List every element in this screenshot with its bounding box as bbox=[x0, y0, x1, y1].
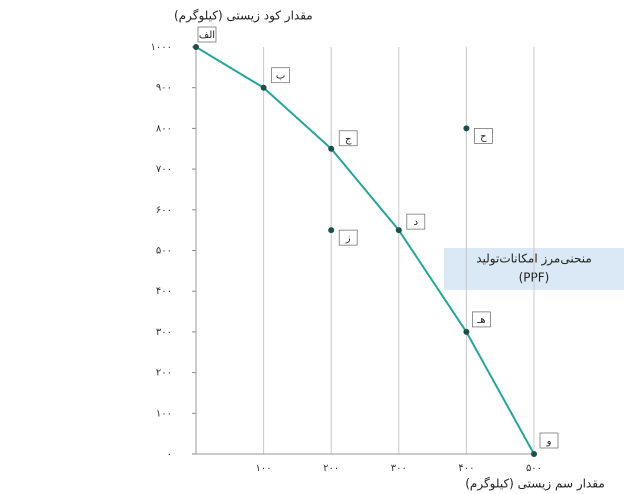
extra-point bbox=[328, 227, 335, 234]
point-label: ب bbox=[276, 71, 285, 82]
point-label-box bbox=[539, 432, 559, 449]
point-label-box bbox=[471, 311, 491, 328]
point-label: الف bbox=[199, 30, 215, 41]
point-label-box bbox=[406, 213, 426, 230]
point bbox=[193, 44, 199, 50]
point-label: د bbox=[414, 217, 418, 228]
ppf-curve bbox=[195, 46, 535, 455]
point-label-box bbox=[338, 130, 358, 147]
point bbox=[260, 84, 267, 91]
point-label-box bbox=[473, 127, 493, 144]
y-tick-label: ۷۰۰ bbox=[156, 164, 172, 175]
point-label-box bbox=[271, 67, 291, 84]
y-tick-label: ۸۰۰ bbox=[156, 123, 172, 134]
x-axis-title: مقدار سم زیستی (کیلوگرم) bbox=[465, 477, 605, 492]
point-label: ح bbox=[480, 131, 487, 142]
point-label-box bbox=[197, 26, 217, 43]
point bbox=[531, 451, 537, 457]
point-label: و bbox=[546, 436, 552, 447]
point-label-box bbox=[338, 229, 358, 246]
y-tick-label: ۰ bbox=[167, 449, 172, 460]
y-tick-label: ۱۰۰ bbox=[156, 408, 172, 419]
x-tick-label: ۳۰۰ bbox=[391, 463, 407, 474]
y-tick-label: ۶۰۰ bbox=[156, 205, 172, 216]
x-tick-label: ۵۰۰ bbox=[526, 463, 542, 474]
point-label: هـ bbox=[476, 315, 485, 326]
x-tick-label: ۴۰۰ bbox=[458, 463, 474, 474]
y-tick-label: ۲۰۰ bbox=[156, 368, 172, 379]
point-label: ز bbox=[345, 233, 351, 244]
y-tick-label: ۹۰۰ bbox=[156, 83, 172, 94]
y-tick-label: ۳۰۰ bbox=[156, 327, 172, 338]
point-label: ج bbox=[345, 134, 352, 145]
y-tick-label: ۴۰۰ bbox=[156, 286, 172, 297]
extra-point bbox=[463, 125, 470, 132]
y-tick-label: ۱۰۰۰ bbox=[151, 42, 172, 53]
x-tick-label: ۲۰۰ bbox=[323, 463, 339, 474]
point bbox=[328, 145, 335, 152]
y-axis-title: مقدار کود زیستی (کیلوگرم) bbox=[174, 9, 313, 24]
point bbox=[395, 227, 402, 234]
point bbox=[463, 328, 470, 335]
x-tick-label: ۱۰۰ bbox=[256, 463, 272, 474]
y-tick-label: ۵۰۰ bbox=[156, 246, 172, 257]
